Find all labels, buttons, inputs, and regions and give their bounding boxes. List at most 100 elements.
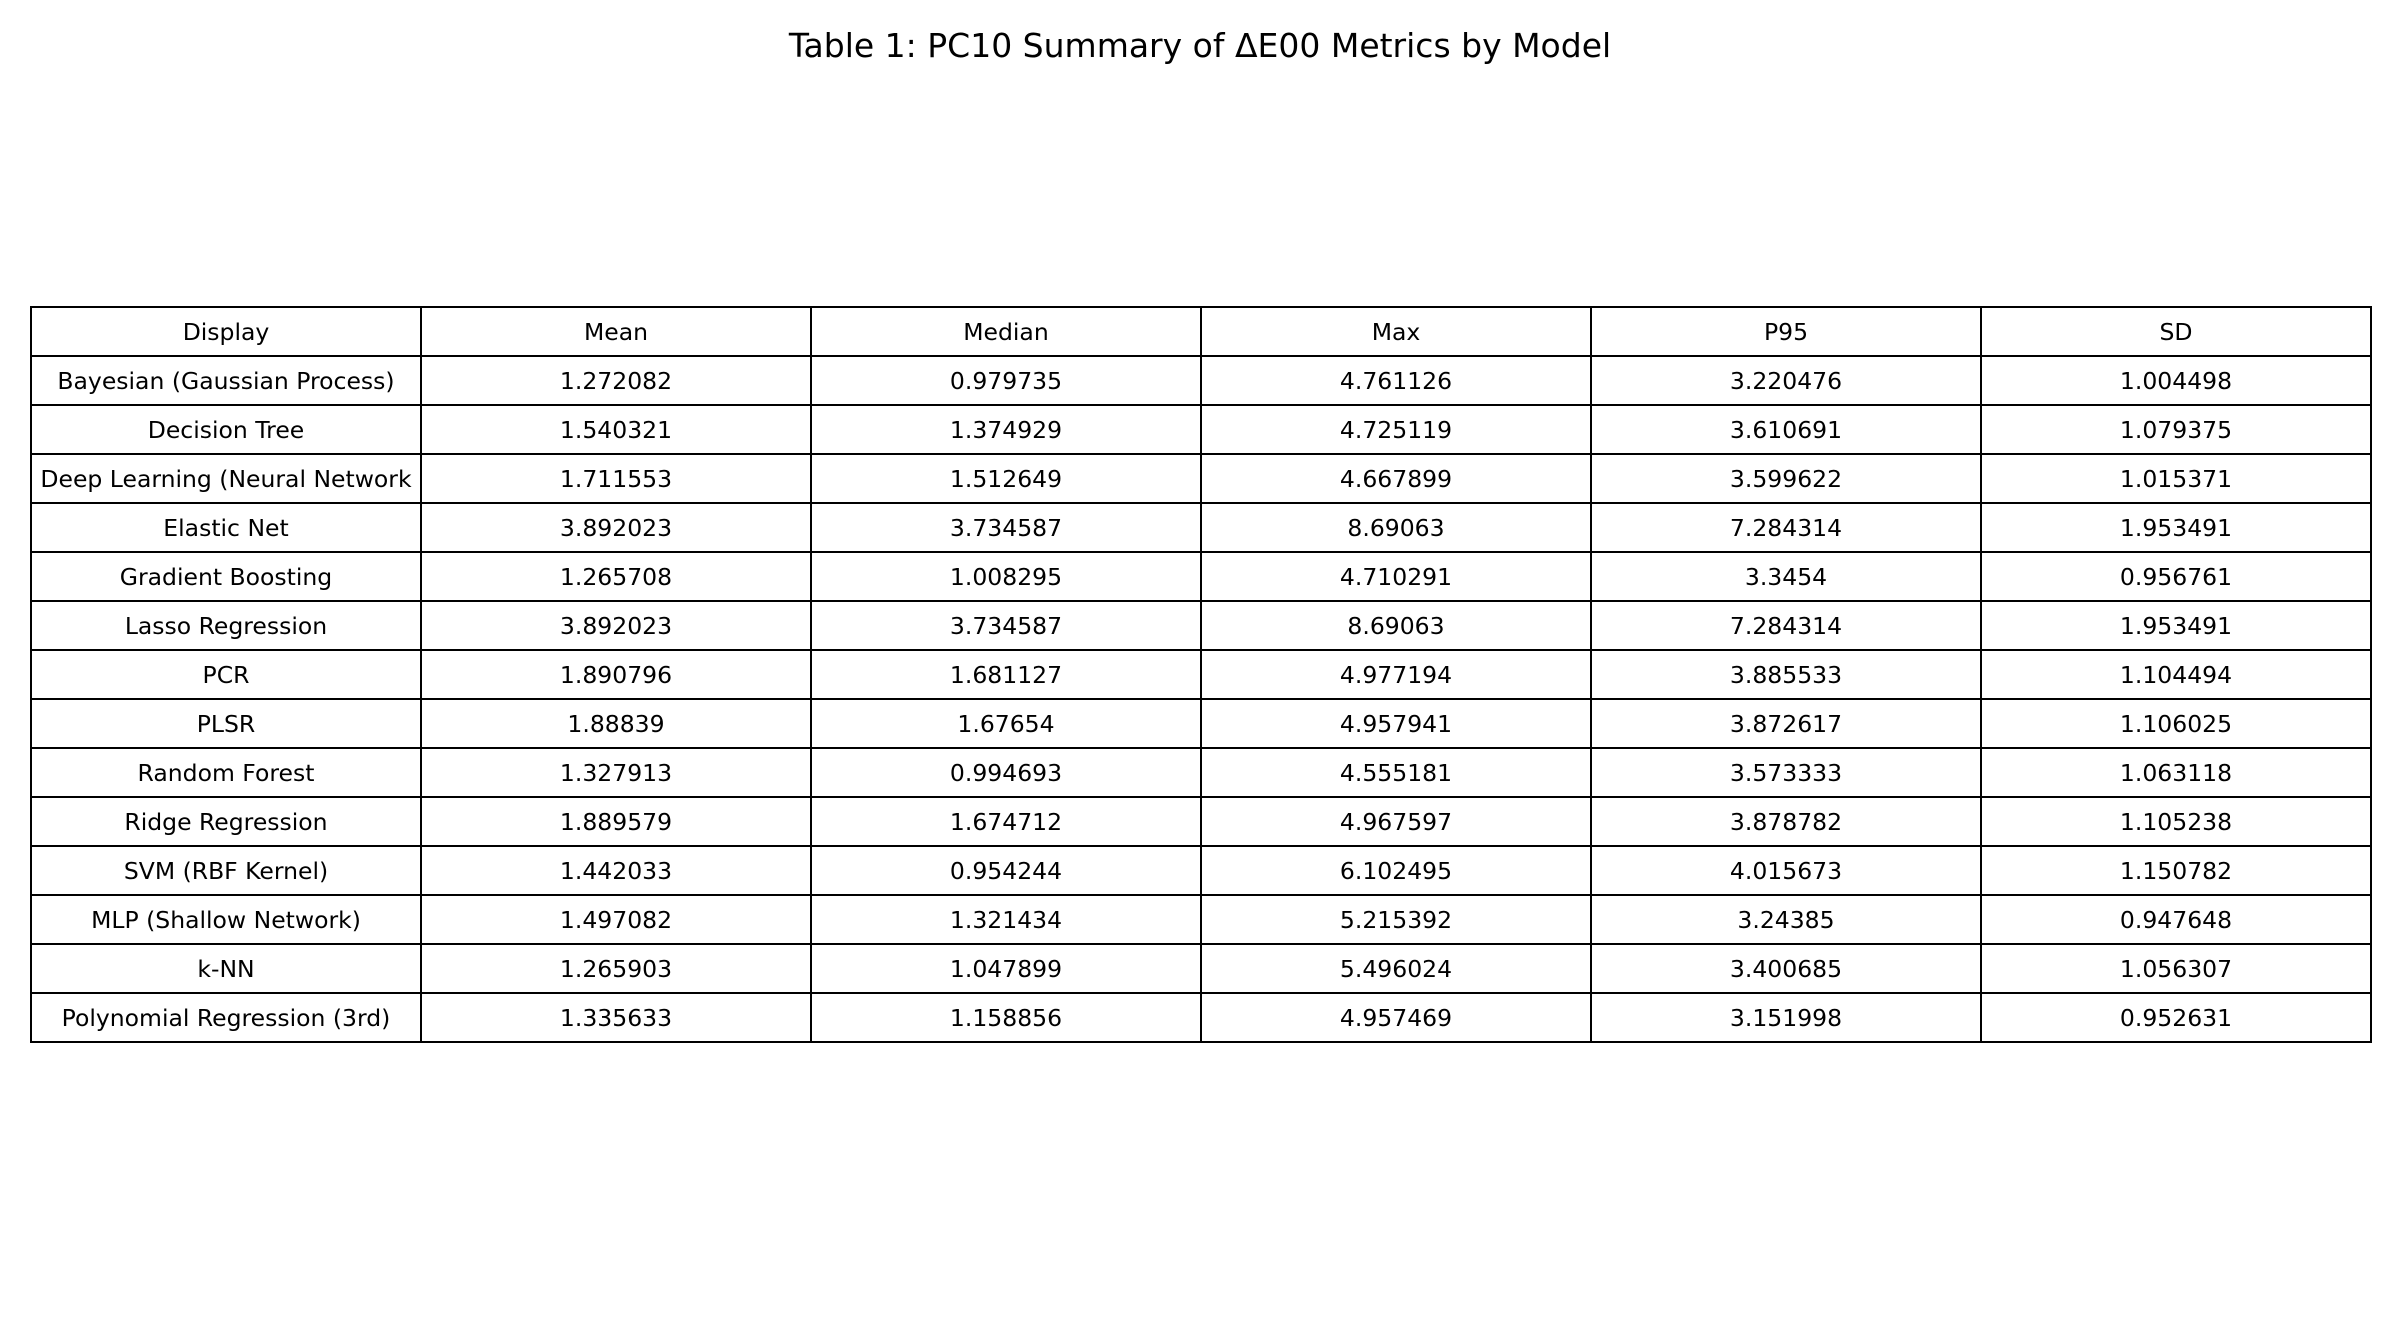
table-header-row: Display Mean Median Max P95 SD	[30, 306, 2372, 357]
value-cell: 4.761126	[1200, 355, 1592, 406]
table-row: Decision Tree 1.540321 1.374929 4.725119 3.6…	[30, 404, 2372, 455]
value-cell: 3.885533	[1590, 649, 1982, 700]
value-cell: 4.015673	[1590, 845, 1982, 896]
chart-title: Table 1: PC10 Summary of ΔE00 Metrics by…	[788, 26, 1612, 65]
value-cell: 3.151998	[1590, 992, 1982, 1043]
value-cell: 4.977194	[1200, 649, 1592, 700]
value-cell: 1.104494	[1980, 649, 2372, 700]
value-cell: 1.321434	[810, 894, 1202, 945]
value-cell: 0.952631	[1980, 992, 2372, 1043]
row-label-cell: Ridge Regression	[30, 796, 422, 847]
table-row: Elastic Net 3.892023 3.734587 8.69063 7.2843…	[30, 502, 2372, 553]
value-cell: 1.015371	[1980, 453, 2372, 504]
table-row: Lasso Regression 3.892023 3.734587 8.69063 7…	[30, 600, 2372, 651]
column-header: Max	[1200, 306, 1592, 357]
value-cell: 0.956761	[1980, 551, 2372, 602]
value-cell: 3.878782	[1590, 796, 1982, 847]
table-row: Bayesian (Gaussian Process) 1.272082 0.979…	[30, 355, 2372, 406]
value-cell: 1.540321	[420, 404, 812, 455]
column-header: P95	[1590, 306, 1982, 357]
value-cell: 3.610691	[1590, 404, 1982, 455]
row-label-cell: MLP (Shallow Network)	[30, 894, 422, 945]
value-cell: 1.711553	[420, 453, 812, 504]
row-label-cell: Decision Tree	[30, 404, 422, 455]
value-cell: 1.890796	[420, 649, 812, 700]
column-header: Display	[30, 306, 422, 357]
row-label-cell: Polynomial Regression (3rd)	[30, 992, 422, 1043]
value-cell: 0.954244	[810, 845, 1202, 896]
row-label-cell: Random Forest	[30, 747, 422, 798]
value-cell: 4.710291	[1200, 551, 1592, 602]
value-cell: 1.004498	[1980, 355, 2372, 406]
value-cell: 8.69063	[1200, 600, 1592, 651]
row-label-cell: SVM (RBF Kernel)	[30, 845, 422, 896]
summary-table-container: Display Mean Median Max P95 SD Bayesian (Gauss…	[30, 306, 2372, 1043]
value-cell: 1.105238	[1980, 796, 2372, 847]
value-cell: 1.047899	[810, 943, 1202, 994]
value-cell: 3.24385	[1590, 894, 1982, 945]
row-label-cell: Lasso Regression	[30, 600, 422, 651]
value-cell: 0.979735	[810, 355, 1202, 406]
value-cell: 1.512649	[810, 453, 1202, 504]
value-cell: 3.400685	[1590, 943, 1982, 994]
value-cell: 6.102495	[1200, 845, 1592, 896]
value-cell: 5.496024	[1200, 943, 1592, 994]
table-row: Ridge Regression 1.889579 1.674712 4.967597…	[30, 796, 2372, 847]
value-cell: 1.497082	[420, 894, 812, 945]
value-cell: 8.69063	[1200, 502, 1592, 553]
value-cell: 7.284314	[1590, 502, 1982, 553]
value-cell: 1.150782	[1980, 845, 2372, 896]
value-cell: 1.953491	[1980, 600, 2372, 651]
value-cell: 4.967597	[1200, 796, 1592, 847]
row-label-cell: PCR	[30, 649, 422, 700]
value-cell: 1.106025	[1980, 698, 2372, 749]
table-row: Polynomial Regression (3rd) 1.335633 1.158…	[30, 992, 2372, 1043]
table-row: k-NN 1.265903 1.047899 5.496024 3.400685 1.05…	[30, 943, 2372, 994]
table-row: SVM (RBF Kernel) 1.442033 0.954244 6.102495…	[30, 845, 2372, 896]
value-cell: 1.442033	[420, 845, 812, 896]
value-cell: 1.67654	[810, 698, 1202, 749]
value-cell: 3.573333	[1590, 747, 1982, 798]
value-cell: 1.889579	[420, 796, 812, 847]
value-cell: 1.056307	[1980, 943, 2372, 994]
row-label-cell: k-NN	[30, 943, 422, 994]
column-header: SD	[1980, 306, 2372, 357]
column-header: Mean	[420, 306, 812, 357]
value-cell: 3.734587	[810, 502, 1202, 553]
value-cell: 1.158856	[810, 992, 1202, 1043]
summary-table: Display Mean Median Max P95 SD Bayesian (Gauss…	[30, 306, 2372, 1043]
table-row: Deep Learning (Neural Network 1.711553 1.5…	[30, 453, 2372, 504]
value-cell: 5.215392	[1200, 894, 1592, 945]
value-cell: 3.599622	[1590, 453, 1982, 504]
row-label-cell: Deep Learning (Neural Network	[30, 453, 422, 504]
table-row: Gradient Boosting 1.265708 1.008295 4.71029…	[30, 551, 2372, 602]
value-cell: 1.063118	[1980, 747, 2372, 798]
value-cell: 1.953491	[1980, 502, 2372, 553]
table-row: MLP (Shallow Network) 1.497082 1.321434 5.2…	[30, 894, 2372, 945]
value-cell: 0.947648	[1980, 894, 2372, 945]
table-body: Display Mean Median Max P95 SD Bayesian (Gauss…	[30, 306, 2372, 1043]
value-cell: 3.220476	[1590, 355, 1982, 406]
column-header: Median	[810, 306, 1202, 357]
value-cell: 3.3454	[1590, 551, 1982, 602]
value-cell: 4.667899	[1200, 453, 1592, 504]
value-cell: 4.957469	[1200, 992, 1592, 1043]
row-label-cell: Bayesian (Gaussian Process)	[30, 355, 422, 406]
row-label-cell: Gradient Boosting	[30, 551, 422, 602]
value-cell: 1.374929	[810, 404, 1202, 455]
value-cell: 3.892023	[420, 502, 812, 553]
value-cell: 3.892023	[420, 600, 812, 651]
value-cell: 1.88839	[420, 698, 812, 749]
table-row: PLSR 1.88839 1.67654 4.957941 3.872617 1.1060…	[30, 698, 2372, 749]
value-cell: 3.872617	[1590, 698, 1982, 749]
value-cell: 7.284314	[1590, 600, 1982, 651]
value-cell: 1.681127	[810, 649, 1202, 700]
value-cell: 1.008295	[810, 551, 1202, 602]
value-cell: 1.335633	[420, 992, 812, 1043]
value-cell: 4.725119	[1200, 404, 1592, 455]
value-cell: 3.734587	[810, 600, 1202, 651]
value-cell: 1.272082	[420, 355, 812, 406]
value-cell: 1.674712	[810, 796, 1202, 847]
value-cell: 4.957941	[1200, 698, 1592, 749]
table-row: Random Forest 1.327913 0.994693 4.555181 3.5…	[30, 747, 2372, 798]
